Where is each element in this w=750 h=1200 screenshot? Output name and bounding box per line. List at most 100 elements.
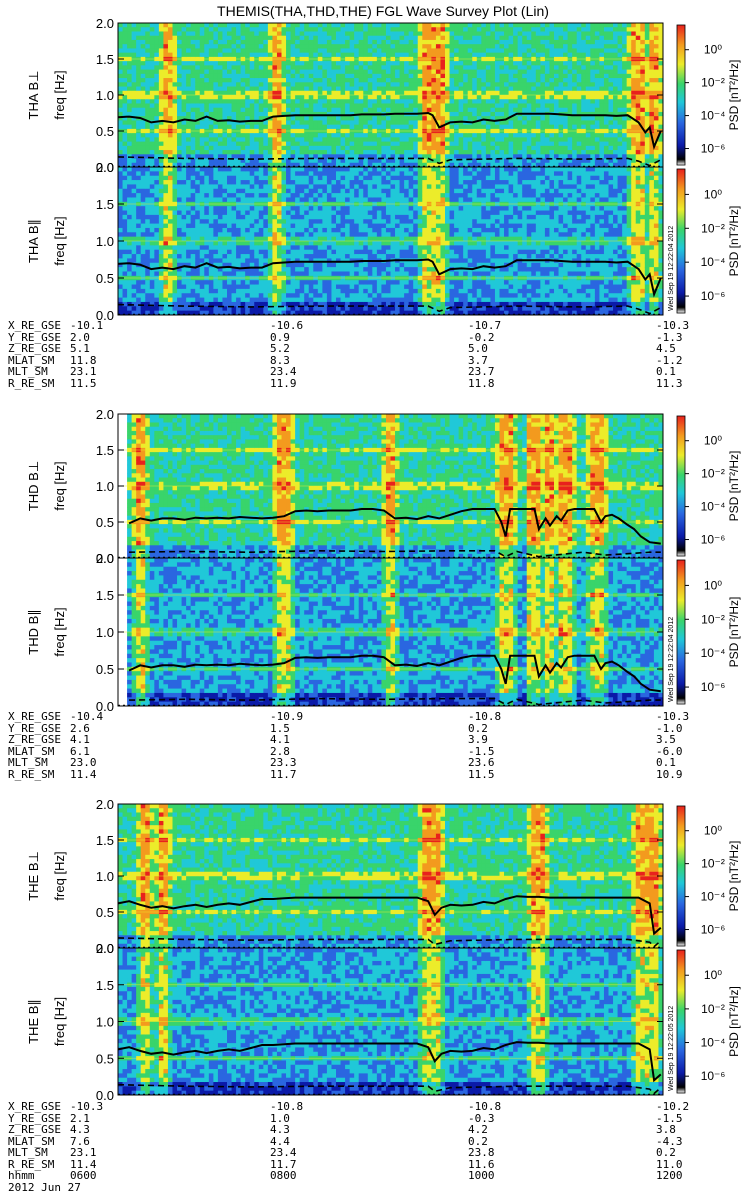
psd-cell (245, 31, 250, 36)
psd-cell (168, 74, 173, 79)
psd-cell (572, 108, 577, 113)
psd-cell (395, 159, 400, 164)
psd-cell (531, 137, 536, 142)
psd-cell (577, 120, 582, 125)
psd-cell (490, 44, 495, 49)
psd-cell (409, 31, 414, 36)
psd-cell (241, 116, 246, 121)
psd-cell (136, 103, 141, 108)
psd-cell (518, 74, 523, 79)
psd-cell (472, 82, 477, 87)
psd-cell (295, 120, 300, 125)
psd-cell (241, 23, 246, 28)
psd-cell (590, 125, 595, 130)
psd-cell (481, 146, 486, 151)
psd-cell (304, 142, 309, 147)
psd-cell (291, 103, 296, 108)
psd-cell (372, 48, 377, 53)
psd-cell (590, 103, 595, 108)
psd-cell (218, 74, 223, 79)
psd-cell (236, 31, 241, 36)
psd-cell (459, 99, 464, 104)
psd-cell (431, 154, 436, 159)
psd-cell (145, 108, 150, 113)
psd-cell (345, 36, 350, 41)
psd-cell (386, 87, 391, 92)
psd-cell (331, 27, 336, 32)
psd-cell (554, 74, 559, 79)
psd-cell (559, 137, 564, 142)
psd-cell (581, 154, 586, 159)
psd-cell (295, 82, 300, 87)
psd-cell (318, 99, 323, 104)
psd-cell (322, 82, 327, 87)
psd-cell (477, 99, 482, 104)
psd-cell (618, 133, 623, 138)
psd-cell (368, 142, 373, 147)
psd-cell (522, 142, 527, 147)
psd-cell (481, 40, 486, 45)
psd-cell (359, 74, 364, 79)
psd-cell (286, 74, 291, 79)
psd-cell (359, 103, 364, 108)
psd-cell (581, 87, 586, 92)
psd-cell (468, 74, 473, 79)
psd-cell (277, 108, 282, 113)
psd-cell (522, 48, 527, 53)
psd-cell (154, 137, 159, 142)
psd-cell (522, 108, 527, 113)
psd-cell (604, 61, 609, 66)
psd-cell (204, 82, 209, 87)
psd-cell (359, 95, 364, 100)
psd-cell (154, 125, 159, 130)
psd-cell (445, 65, 450, 70)
psd-cell (413, 87, 418, 92)
psd-cell (463, 23, 468, 28)
psd-cell (472, 23, 477, 28)
psd-cell (395, 70, 400, 75)
psd-cell (604, 74, 609, 79)
psd-cell (354, 23, 359, 28)
psd-cell (150, 82, 155, 87)
psd-cell (195, 112, 200, 117)
psd-cell (413, 142, 418, 147)
psd-cell (182, 36, 187, 41)
psd-cell (568, 133, 573, 138)
psd-cell (527, 146, 532, 151)
psd-cell (345, 48, 350, 53)
psd-cell (154, 44, 159, 49)
psd-cell (490, 103, 495, 108)
psd-cell (159, 27, 164, 32)
psd-cell (318, 40, 323, 45)
psd-cell (327, 159, 332, 164)
psd-cell (404, 27, 409, 32)
psd-cell (186, 137, 191, 142)
psd-cell (173, 70, 178, 75)
psd-cell (177, 125, 182, 130)
psd-cell (618, 108, 623, 113)
psd-cell (604, 95, 609, 100)
psd-cell (440, 87, 445, 92)
psd-cell (613, 74, 618, 79)
psd-cell (609, 99, 614, 104)
psd-cell (331, 159, 336, 164)
psd-cell (486, 70, 491, 75)
psd-cell (218, 137, 223, 142)
psd-cell (154, 133, 159, 138)
psd-cell (381, 65, 386, 70)
psd-cell (431, 27, 436, 32)
psd-cell (559, 74, 564, 79)
psd-cell (232, 48, 237, 53)
psd-cell (236, 65, 241, 70)
psd-cell (527, 150, 532, 155)
psd-cell (118, 53, 123, 58)
psd-cell (209, 99, 214, 104)
psd-cell (495, 142, 500, 147)
psd-cell (500, 48, 505, 53)
psd-cell (350, 82, 355, 87)
psd-cell (472, 36, 477, 41)
psd-cell (345, 146, 350, 151)
psd-cell (154, 27, 159, 32)
psd-cell (173, 74, 178, 79)
psd-cell (377, 146, 382, 151)
